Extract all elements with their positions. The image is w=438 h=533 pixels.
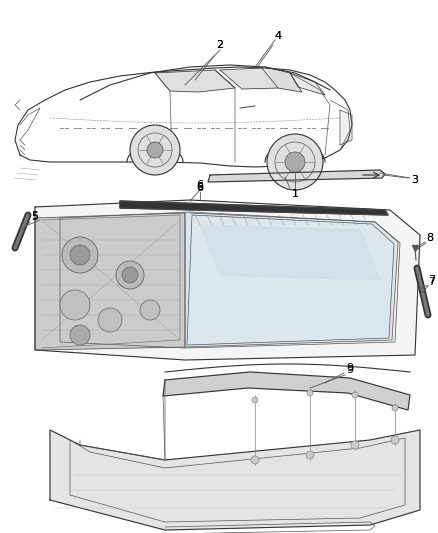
Circle shape [267,134,323,190]
Text: 7: 7 [428,275,435,285]
Polygon shape [120,201,388,215]
Text: 7: 7 [428,277,435,287]
Circle shape [147,142,163,158]
Polygon shape [50,430,420,530]
Text: 2: 2 [216,40,223,50]
Circle shape [62,237,98,273]
Polygon shape [35,213,185,350]
Circle shape [306,451,314,459]
Text: 8: 8 [427,233,434,243]
Text: 8: 8 [427,233,434,243]
Text: 3: 3 [411,175,418,185]
Circle shape [285,152,305,172]
Text: 6: 6 [197,183,204,193]
Text: 4: 4 [275,31,282,41]
Polygon shape [220,68,278,89]
Polygon shape [290,73,325,95]
Circle shape [252,397,258,403]
Text: 6: 6 [197,182,204,192]
Circle shape [351,441,359,449]
Polygon shape [155,70,235,92]
Circle shape [70,245,90,265]
Circle shape [251,456,259,464]
Text: 6: 6 [197,180,204,190]
Circle shape [352,392,358,398]
Polygon shape [340,110,352,145]
Circle shape [116,261,144,289]
Circle shape [307,390,313,396]
Text: 1: 1 [292,189,299,199]
Polygon shape [265,67,302,92]
Polygon shape [60,212,400,348]
Text: 9: 9 [346,365,353,375]
Polygon shape [208,170,385,182]
Text: 1: 1 [292,189,299,199]
Circle shape [70,325,90,345]
Circle shape [122,267,138,283]
Polygon shape [163,372,410,410]
Circle shape [60,290,90,320]
Text: 6: 6 [197,182,204,192]
Polygon shape [185,213,398,347]
Polygon shape [200,225,380,280]
Circle shape [130,125,180,175]
Polygon shape [35,200,420,360]
Text: 4: 4 [275,31,282,41]
Circle shape [392,405,398,411]
Circle shape [140,300,160,320]
Text: 3: 3 [411,175,418,185]
Circle shape [391,436,399,444]
Text: 9: 9 [346,363,353,373]
Text: 5: 5 [32,212,39,222]
Text: 5: 5 [32,211,39,221]
Text: 2: 2 [216,40,223,50]
Circle shape [98,308,122,332]
